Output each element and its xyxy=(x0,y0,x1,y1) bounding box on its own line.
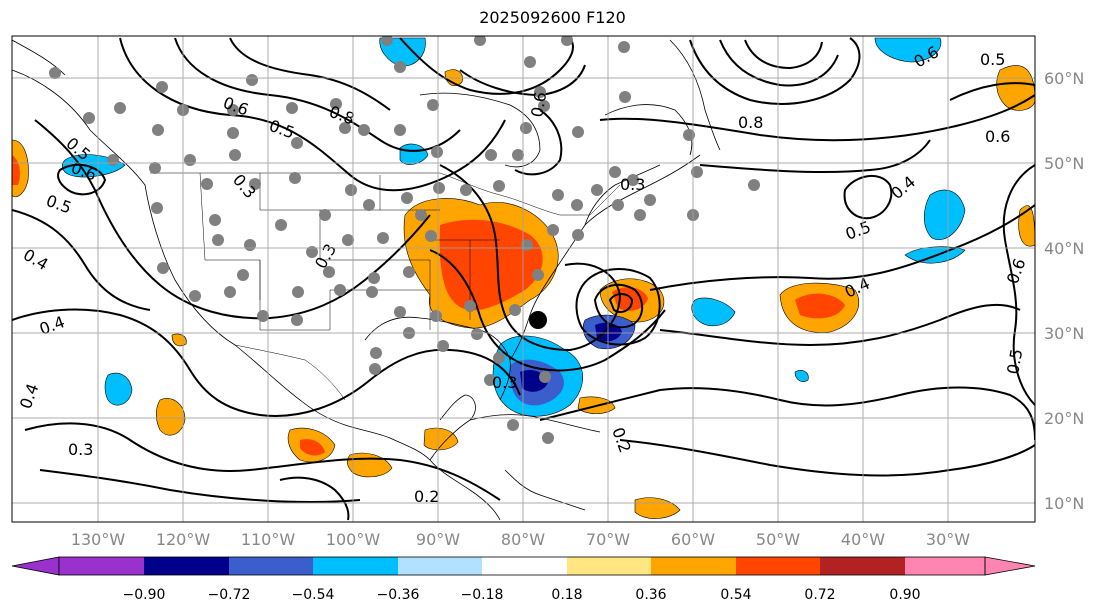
colorbar-bin xyxy=(736,557,820,575)
contour-label: 0.6 xyxy=(1003,256,1030,286)
colorbar-bin xyxy=(567,557,651,575)
contour-label: 0.5 xyxy=(980,50,1005,69)
contour-label: 0.3 xyxy=(68,440,93,459)
graticule xyxy=(12,36,1035,522)
lon-label: 90°W xyxy=(416,530,460,549)
colorbar-bin xyxy=(398,557,482,575)
contour-label: 0.3 xyxy=(620,175,645,194)
contour-label: 0.5 xyxy=(843,217,873,244)
contour-label: 0.5 xyxy=(1003,347,1026,375)
colorbar-frame xyxy=(58,556,986,576)
lon-label: 60°W xyxy=(671,530,715,549)
lon-label: 50°W xyxy=(756,530,800,549)
contour-label: 0.4 xyxy=(887,172,919,203)
contour-label: 0.3 xyxy=(229,170,260,202)
contour-label: 0.5 xyxy=(44,191,74,218)
colorbar-bin xyxy=(482,557,567,575)
latitude-labels: 60°N 50°N 40°N 30°N 20°N 10°N xyxy=(1044,69,1084,513)
colorbar-bin xyxy=(651,557,736,575)
lat-label: 10°N xyxy=(1044,494,1084,513)
contour-label: 0.3 xyxy=(492,373,517,392)
colorbar-tick: 0.36 xyxy=(635,587,666,603)
contour-label: 0.8 xyxy=(738,113,763,132)
shaded-anomalies xyxy=(12,37,1035,519)
lon-label: 40°W xyxy=(841,530,885,549)
contours xyxy=(12,37,1035,521)
colorbar-bin xyxy=(59,557,144,575)
lon-label: 130°W xyxy=(71,530,126,549)
lon-label: 80°W xyxy=(501,530,545,549)
colorbar-tick: −0.36 xyxy=(377,587,420,603)
colorbar-bin xyxy=(229,557,313,575)
colorbar-extend-high xyxy=(984,556,1036,576)
colorbar-bin xyxy=(820,557,905,575)
longitude-labels: 130°W 120°W 110°W 100°W 90°W 80°W 70°W 6… xyxy=(71,530,970,549)
colorbar-tick: −0.18 xyxy=(461,587,504,603)
lat-label: 60°N xyxy=(1044,69,1084,88)
lon-label: 110°W xyxy=(241,530,296,549)
contour-label: 0.4 xyxy=(20,245,52,274)
colorbar-extend-low xyxy=(11,556,60,576)
borders xyxy=(150,172,621,401)
lat-label: 20°N xyxy=(1044,409,1084,428)
colorbar-tick: −0.72 xyxy=(208,587,251,603)
colorbar-tick: 0.72 xyxy=(804,587,835,603)
lon-label: 70°W xyxy=(586,530,630,549)
contour-label: 0.4 xyxy=(16,381,43,411)
contour-label: 0.8 xyxy=(327,102,357,129)
colorbar-tick: 0.90 xyxy=(889,587,920,603)
colorbar-tick: 0.18 xyxy=(551,587,582,603)
colorbar-tick: 0.54 xyxy=(720,587,751,603)
map-area: 0.6 0.5 0.8 0.6 0.3 0.5 0.4 0.4 0.4 0.3 … xyxy=(12,36,1035,522)
colorbar-bin xyxy=(144,557,229,575)
contour-label: 0.3 xyxy=(311,240,340,272)
colorbar-tick: −0.90 xyxy=(123,587,166,603)
storm-center-marker xyxy=(529,311,547,329)
map-title: 2025092600 F120 xyxy=(479,8,626,27)
contour-label: 0.5 xyxy=(267,116,297,143)
map-frame xyxy=(11,35,1036,523)
lon-label: 100°W xyxy=(326,530,381,549)
lat-label: 50°N xyxy=(1044,154,1084,173)
lon-label: 30°W xyxy=(926,530,970,549)
contour-label: 0.2 xyxy=(608,425,635,455)
colorbar-bin xyxy=(313,557,398,575)
colorbar-bin xyxy=(905,557,985,575)
contour-label: 0.2 xyxy=(414,487,439,506)
lat-label: 30°N xyxy=(1044,324,1084,343)
lat-label: 40°N xyxy=(1044,239,1084,258)
contour-label: 0.6 xyxy=(527,90,550,118)
colorbar-tick: −0.54 xyxy=(292,587,335,603)
colorbar: −0.90 −0.72 −0.54 −0.36 −0.18 0.18 0.36 … xyxy=(11,556,1036,603)
lon-label: 120°W xyxy=(156,530,211,549)
contour-label: 0.4 xyxy=(37,312,67,339)
station-dots xyxy=(49,36,760,444)
contour-label: 0.6 xyxy=(985,127,1010,146)
